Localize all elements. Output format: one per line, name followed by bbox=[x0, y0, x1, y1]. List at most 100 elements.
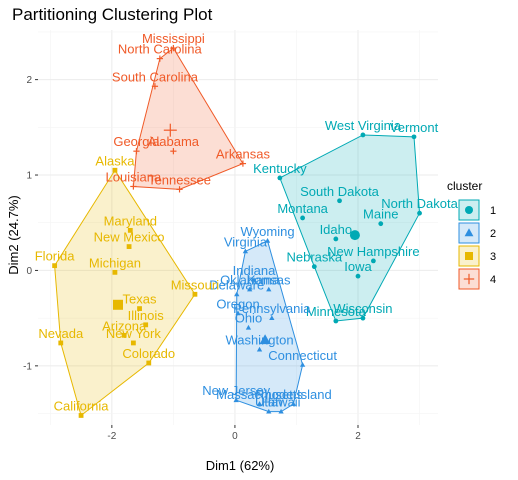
legend-marker-2 bbox=[464, 228, 474, 237]
plot-background bbox=[38, 30, 438, 425]
x-tick-label: -2 bbox=[107, 431, 116, 442]
point-2 bbox=[299, 362, 306, 367]
point-3 bbox=[127, 227, 133, 233]
point-label: Iowa bbox=[344, 259, 372, 274]
point-2 bbox=[290, 401, 297, 406]
data-points bbox=[52, 45, 422, 418]
point-4 bbox=[133, 148, 140, 155]
point-label: Illinois bbox=[128, 308, 165, 323]
point-1 bbox=[370, 258, 376, 264]
point-label: Kentucky bbox=[253, 161, 307, 176]
point-label: California bbox=[54, 398, 110, 413]
centroid-2 bbox=[259, 334, 271, 345]
point-2 bbox=[251, 277, 257, 282]
point-label: South Carolina bbox=[112, 69, 199, 84]
point-2 bbox=[233, 397, 239, 403]
point-label: Massachusetts bbox=[216, 387, 303, 402]
point-3 bbox=[58, 340, 64, 346]
point-1 bbox=[360, 132, 366, 138]
legend-label-2: 2 bbox=[490, 228, 496, 240]
point-2 bbox=[256, 401, 263, 406]
point-label: Pennsylvania bbox=[233, 301, 311, 316]
point-4 bbox=[239, 160, 247, 167]
point-2 bbox=[242, 248, 249, 254]
point-1 bbox=[333, 236, 339, 242]
plot-panel bbox=[38, 30, 438, 425]
point-3 bbox=[143, 322, 149, 328]
point-2 bbox=[278, 408, 284, 414]
point-2 bbox=[245, 324, 252, 330]
point-label: Ohio bbox=[235, 311, 262, 326]
point-label: Wisconsin bbox=[333, 301, 392, 316]
point-2 bbox=[234, 291, 240, 297]
point-label: Florida bbox=[35, 249, 76, 264]
point-label: Wyoming bbox=[240, 224, 294, 239]
point-label: Arizona bbox=[102, 318, 147, 333]
point-label: Utah bbox=[255, 395, 282, 410]
legend-marker-1 bbox=[465, 206, 473, 214]
point-label: Nevada bbox=[38, 326, 84, 341]
point-label: Minnesota bbox=[306, 304, 367, 319]
point-2 bbox=[235, 310, 241, 316]
point-4 bbox=[170, 45, 177, 52]
point-1 bbox=[277, 175, 283, 181]
y-tick-label: 1 bbox=[26, 171, 32, 182]
point-1 bbox=[355, 273, 361, 279]
y-tick-label: 0 bbox=[26, 266, 32, 277]
point-3 bbox=[192, 291, 198, 297]
y-tick-label: -1 bbox=[23, 361, 32, 372]
point-label: Kansas bbox=[247, 273, 291, 288]
point-label: New Jersey bbox=[202, 383, 270, 398]
point-label: Tennessee bbox=[148, 172, 211, 187]
point-3 bbox=[126, 244, 132, 249]
point-4 bbox=[176, 186, 183, 193]
point-label: Arkansas bbox=[216, 147, 271, 162]
point-label: Maine bbox=[363, 207, 398, 222]
point-label: Missouri bbox=[171, 277, 220, 292]
point-1 bbox=[337, 198, 342, 204]
point-1 bbox=[378, 221, 384, 227]
legend-title: cluster bbox=[447, 179, 482, 193]
point-label: Hawaii bbox=[262, 395, 301, 410]
chart-title: Partitioning Clustering Plot bbox=[12, 5, 213, 24]
legend-marker-4 bbox=[463, 273, 475, 285]
point-label: Mississippi bbox=[142, 31, 205, 46]
point-label: New Hampshire bbox=[327, 244, 419, 259]
point-3 bbox=[137, 306, 142, 311]
x-tick-label: 0 bbox=[232, 431, 238, 442]
cluster-1-hull bbox=[279, 134, 421, 322]
point-4 bbox=[156, 55, 163, 62]
legend-label-3: 3 bbox=[490, 251, 496, 263]
point-label: New York bbox=[106, 326, 161, 341]
legend-label-4: 4 bbox=[490, 274, 496, 286]
point-label: Rhode Island bbox=[255, 387, 332, 402]
point-label: Montana bbox=[277, 201, 328, 216]
point-label: North Carolina bbox=[118, 42, 203, 57]
point-2 bbox=[266, 408, 272, 414]
point-4 bbox=[130, 183, 137, 190]
point-1 bbox=[360, 315, 366, 321]
point-2 bbox=[256, 346, 263, 352]
point-label: West Virginia bbox=[325, 118, 402, 133]
point-label: Texas bbox=[123, 292, 157, 307]
point-1 bbox=[411, 134, 417, 140]
axes: -2 0 2 -1 0 1 2 bbox=[23, 75, 361, 442]
point-3 bbox=[146, 360, 152, 366]
point-label: Connecticut bbox=[268, 348, 337, 363]
point-label: Georgia bbox=[113, 134, 160, 149]
point-label: Delaware bbox=[209, 277, 264, 292]
point-label: Alaska bbox=[95, 153, 135, 168]
gridlines bbox=[38, 30, 438, 425]
point-label: Washington bbox=[225, 333, 293, 348]
legend: cluster 1 2 3 4 bbox=[447, 179, 496, 290]
point-2 bbox=[264, 238, 271, 243]
point-3 bbox=[78, 413, 84, 418]
point-label: New Mexico bbox=[94, 230, 165, 245]
point-3 bbox=[130, 340, 136, 346]
point-4 bbox=[151, 83, 159, 90]
point-2 bbox=[247, 286, 253, 292]
legend-marker-3 bbox=[465, 252, 473, 260]
point-label: Michigan bbox=[89, 255, 141, 270]
